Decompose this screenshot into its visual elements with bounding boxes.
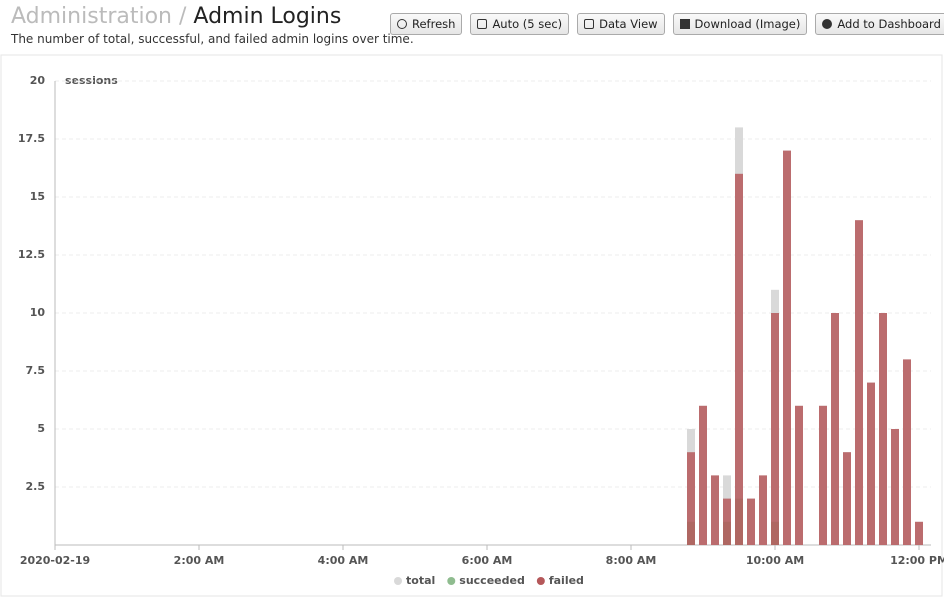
x-tick-label: 10:00 AM [746,554,804,567]
dashboard-button[interactable]: Add to Dashboard [815,13,944,35]
bar [735,173,743,546]
x-tick-label: 12:00 PM [890,554,944,567]
y-tick-label: 10 [30,306,46,319]
subtitle: The number of total, successful, and fai… [11,32,414,46]
bar [891,429,899,545]
button-label: Add to Dashboard [837,17,941,31]
x-tick-label: 2020-02-19 [20,554,90,567]
legend-marker [536,577,545,585]
legend-label: total [406,574,435,587]
y-tick-label: 15 [30,190,45,203]
bar [915,521,923,545]
title: Admin Logins [193,4,342,29]
bar [723,498,731,545]
auto-button[interactable]: Auto (5 sec) [470,13,570,35]
bar [831,313,839,545]
x-tick-label: 2:00 AM [174,554,225,567]
bar [819,405,827,545]
toolbar: Refresh Auto (5 sec) Data View Download … [390,13,944,35]
separator: / [178,4,187,29]
y-tick-label: 20 [30,74,46,87]
bar [747,498,755,545]
bar [795,405,803,545]
bar [687,452,695,545]
bar [783,150,791,545]
page-title: Administration / Admin Logins [11,4,341,29]
y-tick-label: 17.5 [18,132,45,145]
x-tick-label: 8:00 AM [606,554,657,567]
button-label: Refresh [412,17,456,31]
bar [855,220,863,545]
y-tick-label: 12.5 [18,248,45,261]
bar [759,475,767,545]
legend-label: failed [549,574,584,587]
y-tick-label: 5 [37,422,45,435]
bar [867,382,875,545]
bar [843,452,851,545]
x-tick-label: 6:00 AM [462,554,513,567]
bar [903,359,911,545]
bar [711,475,719,545]
refresh-button[interactable]: Refresh [390,13,463,35]
x-tick-label: 4:00 AM [318,554,369,567]
chart-frame [0,54,943,597]
bar [699,405,707,545]
legend-marker [394,577,402,585]
legend-marker [447,577,456,585]
y-tick-label: 2.5 [26,480,46,493]
button-label: Download (Image) [694,17,801,31]
breadcrumb[interactable]: Administration [11,4,172,29]
button-label: Auto (5 sec) [492,17,563,31]
legend-label: succeeded [459,574,525,587]
bar [879,313,887,545]
y-tick-label: 7.5 [26,364,46,377]
data-view-button[interactable]: Data View [577,13,665,35]
button-label: Data View [599,17,658,31]
bar [771,313,779,545]
download-button[interactable]: Download (Image) [672,13,808,35]
